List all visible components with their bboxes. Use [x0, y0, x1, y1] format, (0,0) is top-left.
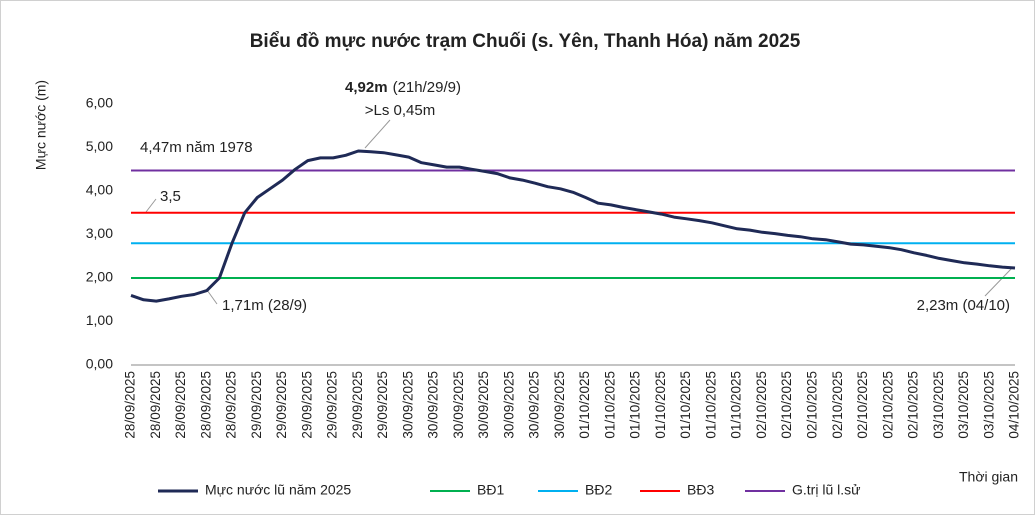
x-tick-label: 02/10/2025	[754, 371, 769, 439]
annotation: 3,5	[160, 188, 181, 205]
y-axis-label: Mực nước (m)	[33, 80, 49, 170]
annotation-text: 4,47m năm 1978	[140, 139, 253, 156]
x-tick-label: 01/10/2025	[628, 371, 643, 439]
x-tick-label: 02/10/2025	[855, 371, 870, 439]
x-tick-label: 02/10/2025	[805, 371, 820, 439]
x-tick-label: 30/09/2025	[501, 371, 516, 439]
x-tick-label: 28/09/2025	[148, 371, 163, 439]
legend-label: G.trị lũ l.sử	[792, 482, 861, 498]
y-tick-label: 1,00	[86, 312, 113, 328]
chart-title: Biểu đồ mực nước trạm Chuối (s. Yên, Tha…	[250, 31, 801, 52]
x-tick-label: 04/10/2025	[1007, 371, 1022, 439]
x-tick-label: 30/09/2025	[451, 371, 466, 439]
y-tick-label: 0,00	[86, 356, 113, 372]
x-tick-label: 30/09/2025	[552, 371, 567, 439]
x-tick-label: 01/10/2025	[653, 371, 668, 439]
x-tick-label: 28/09/2025	[198, 371, 213, 439]
y-tick-label: 4,00	[86, 182, 113, 198]
x-tick-label: 01/10/2025	[678, 371, 693, 439]
x-tick-label: 02/10/2025	[906, 371, 921, 439]
x-tick-label: 02/10/2025	[830, 371, 845, 439]
legend-label: BĐ2	[585, 482, 612, 498]
leader-line	[984, 267, 1013, 297]
x-tick-label: 29/09/2025	[375, 371, 390, 439]
annotation: >Ls 0,45m	[365, 102, 435, 119]
annotation-text: 2,23m (04/10)	[917, 297, 1010, 314]
x-tick-label: 02/10/2025	[779, 371, 794, 439]
leader-lines	[145, 119, 1013, 305]
y-tick-label: 5,00	[86, 138, 113, 154]
x-tick-label: 30/09/2025	[426, 371, 441, 439]
y-tick-label: 2,00	[86, 269, 113, 285]
x-tick-label: 28/09/2025	[123, 371, 138, 439]
annotation-text: (21h/29/9)	[393, 79, 461, 96]
x-tick-label: 30/09/2025	[527, 371, 542, 439]
y-tick-label: 6,00	[86, 95, 113, 111]
x-tick-label: 02/10/2025	[880, 371, 895, 439]
legend-label: BĐ3	[687, 482, 714, 498]
x-tick-label: 30/09/2025	[476, 371, 491, 439]
x-tick-label: 29/09/2025	[299, 371, 314, 439]
x-tick-label: 01/10/2025	[602, 371, 617, 439]
x-tick-label: 28/09/2025	[173, 371, 188, 439]
x-tick-label: 01/10/2025	[577, 371, 592, 439]
annotation-text: 1,71m (28/9)	[222, 297, 307, 314]
leader-line	[206, 289, 218, 305]
x-tick-label: 29/09/2025	[350, 371, 365, 439]
y-tick-label: 3,00	[86, 225, 113, 241]
x-tick-label: 28/09/2025	[224, 371, 239, 439]
data-line	[130, 149, 1016, 303]
annotation: 4,92m (21h/29/9)	[345, 79, 461, 96]
x-tick-label: 30/09/2025	[400, 371, 415, 439]
annotation-text: 3,5	[160, 188, 181, 205]
annotation-bold: 4,92m	[345, 79, 388, 96]
leader-line	[364, 119, 391, 149]
annotation-text: >Ls 0,45m	[365, 102, 435, 119]
x-tick-label: 01/10/2025	[703, 371, 718, 439]
x-tick-label: 29/09/2025	[274, 371, 289, 439]
leader-line	[145, 198, 157, 213]
legend-label: Mực nước lũ năm 2025	[205, 482, 351, 498]
x-tick-label: 03/10/2025	[931, 371, 946, 439]
x-axis-label: Thời gian	[959, 469, 1018, 485]
x-tick-label: 03/10/2025	[981, 371, 996, 439]
x-tick-label: 01/10/2025	[729, 371, 744, 439]
x-tick-label: 29/09/2025	[325, 371, 340, 439]
x-tick-label: 29/09/2025	[249, 371, 264, 439]
annotation: 1,71m (28/9)	[222, 297, 307, 314]
annotation: 4,47m năm 1978	[140, 139, 253, 156]
legend-label: BĐ1	[477, 482, 504, 498]
annotation: 2,23m (04/10)	[917, 297, 1010, 314]
x-tick-label: 03/10/2025	[956, 371, 971, 439]
